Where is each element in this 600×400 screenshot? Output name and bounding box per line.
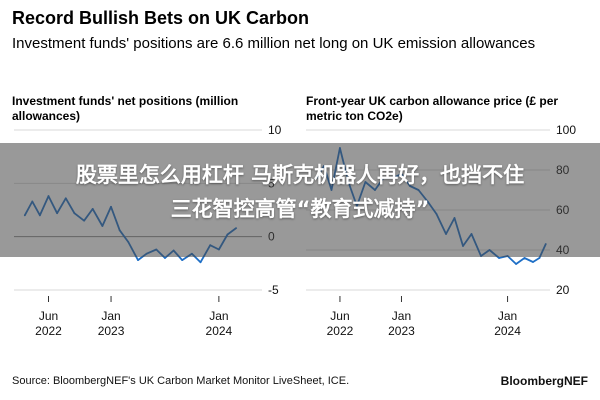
x-tick-label: 2022 xyxy=(327,324,354,338)
data-point xyxy=(523,257,526,259)
y-tick-label: 100 xyxy=(556,123,576,137)
x-tick-label: 2023 xyxy=(388,324,415,338)
chart-subtitle: Investment funds' positions are 6.6 mill… xyxy=(12,35,536,52)
x-tick-label: Jan xyxy=(209,309,228,323)
x-tick-label: 2023 xyxy=(98,324,125,338)
x-tick-label: 2022 xyxy=(35,324,62,338)
x-tick-label: Jan xyxy=(498,309,517,323)
x-tick-label: Jan xyxy=(101,309,120,323)
x-tick-label: Jun xyxy=(39,309,58,323)
data-point xyxy=(199,261,202,264)
x-tick-label: Jun xyxy=(330,309,349,323)
data-point xyxy=(137,259,139,262)
left-panel-title: Investment funds' net positions (million… xyxy=(12,94,239,123)
y-tick-label: 10 xyxy=(268,123,282,137)
data-point xyxy=(532,261,534,263)
y-tick-label: 20 xyxy=(556,283,570,297)
chart-title: Record Bullish Bets on UK Carbon xyxy=(12,8,310,28)
data-point xyxy=(498,257,500,259)
y-tick-label: -5 xyxy=(268,283,279,297)
overlay-banner xyxy=(0,143,600,257)
overlay-banner-text: 股票里怎么用杠杆 马斯克机器人再好，也挡不住 三花智控高管“教育式减持” xyxy=(0,158,600,226)
brand-logo: BloombergNEF xyxy=(500,374,588,388)
x-tick-label: 2024 xyxy=(494,324,521,338)
data-point xyxy=(515,263,517,265)
data-point xyxy=(538,257,541,259)
source-note: Source: BloombergNEF's UK Carbon Market … xyxy=(12,375,350,387)
data-point xyxy=(181,259,184,262)
right-panel-title: Front-year UK carbon allowance price (£ … xyxy=(306,94,559,123)
x-tick-label: 2024 xyxy=(206,324,233,338)
overlay-line-2: 三花智控高管“教育式减持” xyxy=(170,197,430,221)
data-point xyxy=(164,257,166,259)
overlay-line-1: 股票里怎么用杠杆 马斯克机器人再好，也挡不住 xyxy=(75,163,525,187)
x-tick-label: Jan xyxy=(392,309,411,323)
